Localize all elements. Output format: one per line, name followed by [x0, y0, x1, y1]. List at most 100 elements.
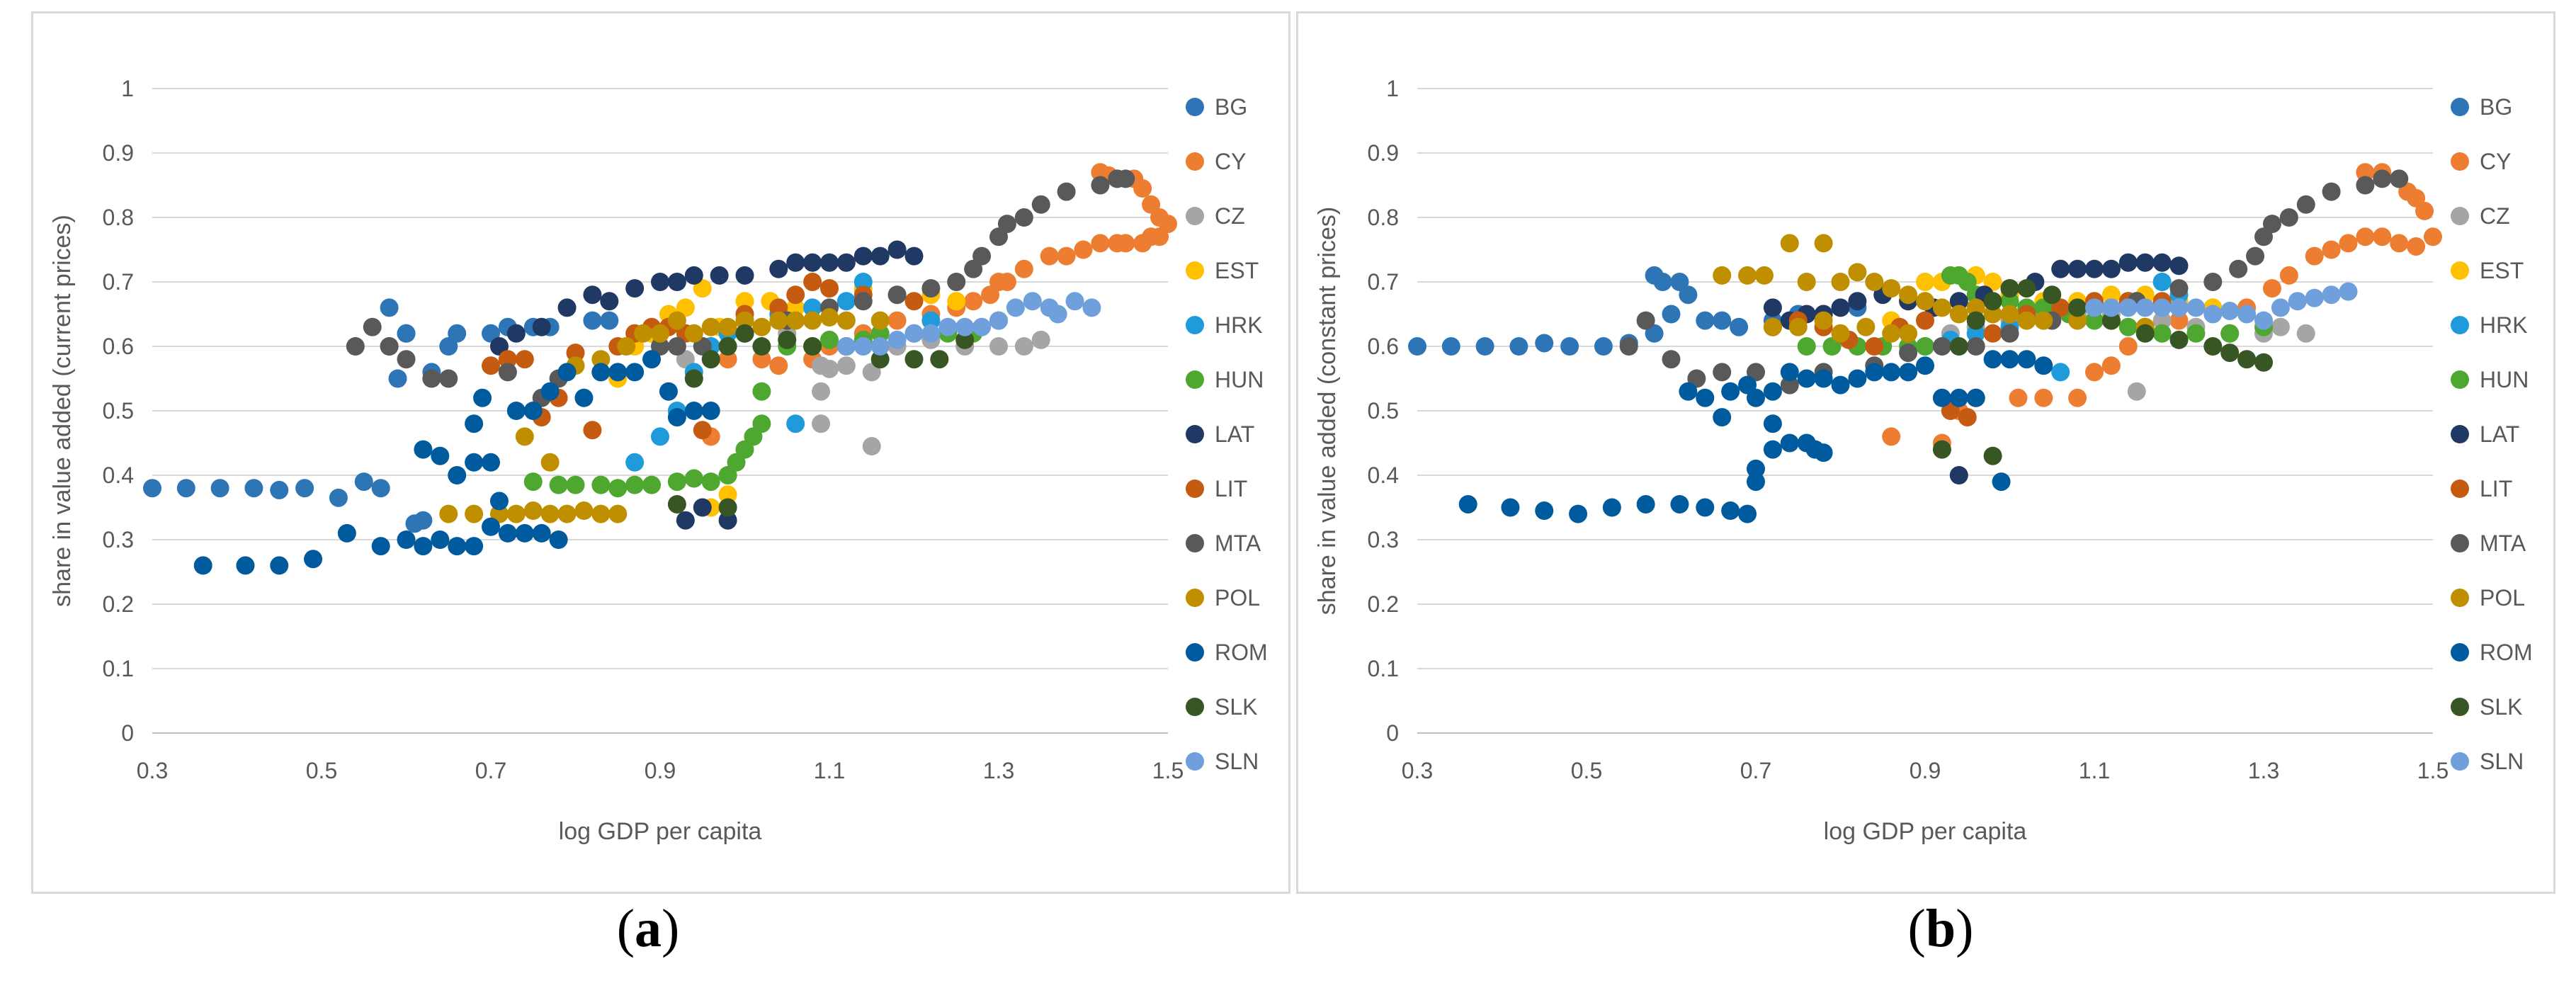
legend-label-lat: LAT	[1215, 421, 1254, 447]
data-point	[465, 504, 484, 523]
legend-label-hrk: HRK	[1215, 312, 1263, 338]
data-point	[2101, 285, 2121, 305]
data-point	[693, 421, 712, 440]
data-point	[1619, 337, 1638, 356]
legend-marker-hun	[2451, 370, 2469, 389]
data-point	[2279, 208, 2298, 227]
data-point	[735, 266, 754, 285]
data-point	[1882, 324, 1901, 343]
data-point	[836, 356, 856, 375]
data-point	[904, 292, 924, 311]
y-tick-label: 0.7	[103, 269, 134, 295]
data-point	[608, 363, 628, 382]
data-point	[2068, 259, 2087, 278]
data-point	[1696, 498, 1715, 517]
legend-marker-mta	[1186, 534, 1204, 552]
y-tick-label: 1	[1386, 76, 1399, 101]
data-point	[540, 382, 560, 401]
data-point	[667, 494, 686, 513]
data-point	[1831, 375, 1850, 395]
data-point	[803, 337, 822, 356]
y-tick-label: 0.7	[1368, 269, 1399, 295]
data-point	[2135, 324, 2155, 343]
data-point	[693, 498, 712, 517]
data-point	[735, 292, 754, 311]
data-point	[583, 421, 602, 440]
data-point	[701, 402, 720, 420]
data-point	[1031, 330, 1050, 349]
data-point	[1882, 279, 1901, 298]
data-point	[2051, 259, 2070, 278]
series-slk	[1932, 279, 2273, 465]
x-tick-label: 0.5	[1571, 758, 1602, 783]
data-point	[2339, 282, 2358, 301]
legend-label-pol: POL	[2480, 585, 2525, 611]
legend-label-rom: ROM	[2480, 640, 2533, 665]
data-point	[304, 550, 323, 569]
data-point	[2339, 234, 2358, 253]
chart-panel-a: 0 0.1 0.2 0.3 0.4 0.5 0.6 0.7 0.8 0.9 1 0.3 0.5 0.7 0.…	[31, 11, 1290, 894]
data-point	[448, 466, 467, 484]
legend-label-hun: HUN	[1215, 367, 1264, 392]
data-point	[363, 317, 382, 336]
data-point	[2246, 246, 2265, 266]
legend-marker-lat	[1186, 425, 1204, 443]
data-point	[1856, 317, 1876, 336]
data-point	[1057, 246, 1076, 266]
data-point	[2000, 324, 2019, 343]
data-point	[1848, 263, 1867, 282]
data-point	[997, 273, 1016, 291]
data-point	[482, 453, 500, 472]
data-point	[583, 285, 602, 305]
data-point	[921, 279, 941, 298]
data-point	[2152, 298, 2172, 317]
data-point	[617, 337, 636, 356]
data-point	[972, 317, 992, 336]
data-point	[1899, 363, 1918, 382]
data-point	[2373, 169, 2392, 188]
data-point	[523, 472, 543, 492]
data-point	[354, 472, 373, 492]
paren-open: (	[616, 899, 635, 958]
data-point	[549, 530, 568, 549]
data-point	[625, 453, 645, 472]
data-point	[1014, 259, 1033, 278]
data-point	[2085, 311, 2104, 330]
legend-marker-pol	[1186, 589, 1204, 607]
data-point	[2152, 311, 2172, 330]
data-point	[1057, 182, 1076, 201]
data-point	[2373, 227, 2392, 246]
legend-label-rom: ROM	[1215, 640, 1268, 665]
data-point	[769, 311, 788, 330]
data-point	[667, 408, 686, 427]
data-point	[786, 414, 805, 433]
legend-marker-rom	[2451, 643, 2469, 662]
data-point	[1966, 311, 1985, 330]
data-point	[1797, 273, 1816, 291]
data-point	[591, 504, 611, 523]
data-point	[659, 382, 678, 401]
data-point	[684, 402, 703, 420]
data-point	[397, 350, 416, 369]
data-point	[2220, 324, 2240, 343]
data-point	[1535, 501, 1554, 521]
data-point	[2356, 163, 2375, 182]
data-point	[346, 337, 365, 356]
y-tick-label: 0.8	[103, 205, 134, 230]
chart-panel-b: 0 0.1 0.2 0.3 0.4 0.5 0.6 0.7 0.8 0.9 1 0.3 0.5 0.7 0.…	[1296, 11, 2555, 894]
data-point	[515, 523, 534, 543]
legend-marker-hrk	[2451, 316, 2469, 334]
data-point	[820, 330, 839, 349]
data-point	[506, 324, 526, 343]
data-point	[244, 479, 263, 498]
data-point	[1662, 305, 1681, 324]
data-point	[684, 266, 703, 285]
x-tick-label: 0.9	[645, 758, 676, 783]
data-point	[2271, 298, 2290, 317]
data-point	[625, 279, 645, 298]
data-point	[752, 414, 771, 433]
legend-marker-slk	[2451, 698, 2469, 716]
legend-marker-cz	[1186, 207, 1204, 225]
legend-marker-cy	[1186, 152, 1204, 171]
data-point	[1696, 388, 1715, 407]
